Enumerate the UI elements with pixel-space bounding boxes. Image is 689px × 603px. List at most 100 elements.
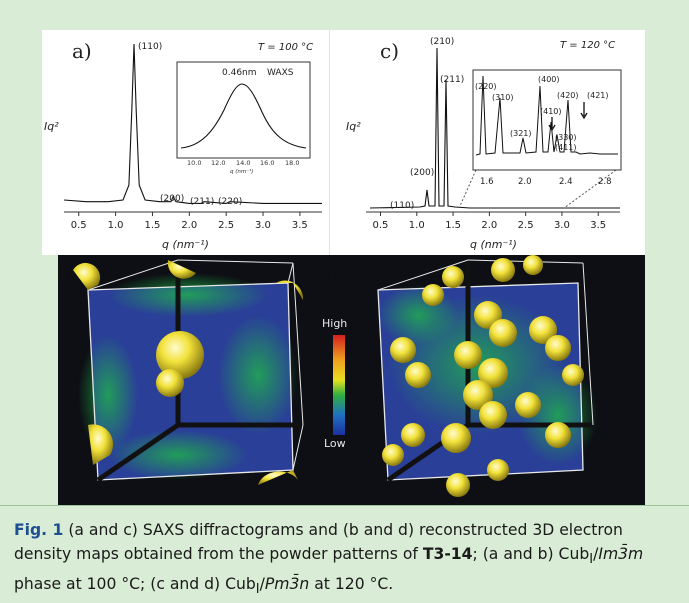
peak-label-110-c: (110) [390,201,414,211]
inset-waxs-peak-label: 0.46nm [222,68,257,78]
inset-c-tick: 2.8 [598,177,612,187]
sphere [491,258,515,282]
x-tick-label: 1.5 [144,220,160,231]
panel-a-label: a) [72,39,92,63]
caption-space-group: Pm3̄n [264,575,310,594]
x-tick-label: 3.5 [292,220,308,231]
sphere [167,260,196,279]
sphere [489,319,517,347]
sphere [454,341,482,369]
sphere [463,380,493,410]
caption-sub: I [589,552,594,568]
saxs-plot-c: c) T = 120 °C Iq² 0.5 1.0 1.5 2.0 2.5 3.0 3.5 … [330,30,645,255]
sphere [276,280,304,300]
sphere [529,316,557,344]
panel-c-ticks: 0.5 1.0 1.5 2.0 2.5 3.0 3.5 [373,212,606,231]
inset-c-tick: 1.6 [480,177,494,187]
sphere [405,362,431,388]
density-map-d [354,255,645,505]
caption-space-group: Im3̄m [598,545,644,563]
caption-text: at 120 °C. [309,575,394,594]
peak-label-210-c: (210) [430,37,454,47]
inset-waxs-title: WAXS [267,68,294,78]
caption-text: / [259,575,265,594]
panel-a-ylabel: Iq² [44,120,59,133]
sphere [479,401,507,429]
peak-label-200-c: (200) [410,168,434,178]
caption-fig-label: Fig. 1 [14,521,64,539]
inset-peak-310: (310) [492,93,514,102]
sphere [88,424,114,465]
inset-peak-220: (220) [475,82,497,91]
panel-c-temp: T = 120 °C [560,40,615,51]
peak-label-110-a: (110) [138,42,162,52]
density-map-b [58,255,326,505]
sphere [442,266,464,288]
inset-a-tick: 18.0 [285,159,299,167]
panel-c-ylabel: Iq² [346,120,361,133]
x-tick-label: 3.0 [255,220,271,231]
arrow-icon [548,117,556,132]
inset-peak-411: (411) [555,143,577,152]
sphere [515,392,541,418]
x-tick-label: 3.0 [554,220,570,231]
caption-compound: T3-14 [422,545,473,563]
sphere [446,473,470,497]
colorbar [333,335,345,435]
inset-peak-321: (321) [510,129,532,138]
x-tick-label: 1.0 [409,220,425,231]
x-tick-label: 0.5 [373,220,389,231]
peak-label-211-a: (211) [190,197,214,207]
panel-a-curve [63,43,322,204]
inset-waxs: WAXS 0.46nm 10.0 12.0 14.0 16.0 18.0 q (… [176,61,311,175]
sphere [401,423,425,447]
sphere [156,369,184,397]
sphere [382,444,404,466]
caption-text: (a and c) SAXS diffractograms and (b and… [14,521,623,563]
arrow-icon [580,102,588,120]
panel-a-xlabel: q (nm⁻¹) [162,238,209,251]
peak-label-211-c: (211) [440,75,464,85]
figure-caption: Fig. 1 (a and c) SAXS diffractograms and… [14,518,678,602]
sphere [73,262,101,290]
sphere [523,255,543,275]
caption-text: ; (a and b) Cub [472,545,590,563]
inset-waxs-curve [180,83,307,149]
inset-peak-330: (330) [555,133,577,142]
sphere [390,337,416,363]
sphere [156,331,204,379]
sphere [258,470,298,485]
x-tick-label: 2.0 [181,220,197,231]
x-tick-label: 2.0 [481,220,497,231]
panel-c-curve [369,47,620,209]
panel-c-xlabel: q (nm⁻¹) [470,238,517,251]
inset-saxs-c: (220) (310) (321) (400) (410) (420) (421… [472,69,622,187]
sphere [545,335,571,361]
saxs-plot-a: a) T = 100 °C Iq² 0.5 1.0 1.5 2.0 2.5 3.0 3.5 … [42,30,329,255]
panel-a-ticks: 0.5 1.0 1.5 2.0 2.5 3.0 3.5 [71,212,308,231]
x-tick-label: 2.5 [218,220,234,231]
inset-c-tick: 2.4 [559,177,573,187]
caption-text: / [593,545,599,563]
panel-a-temp: T = 100 °C [258,42,313,53]
saxs-plot-a-svg: a) T = 100 °C Iq² 0.5 1.0 1.5 2.0 2.5 3.0 3.5 … [44,39,322,251]
inset-peak-410: (410) [540,107,562,116]
colorbar-low-label: Low [324,437,346,450]
density-maps-svg: b) High Low [56,255,645,505]
sphere [441,423,471,453]
zoom-line-right [563,169,617,209]
sphere [478,358,508,388]
caption-sub: I [255,582,260,598]
zoom-line-left [459,169,477,207]
x-tick-label: 2.5 [518,220,534,231]
inset-c-curve [475,75,618,156]
sphere [562,364,584,386]
inset-a-tick: 14.0 [236,159,250,167]
panel-d-label: d) [330,263,349,284]
panel-b-label: b) [58,263,75,284]
inset-peak-421: (421) [587,91,609,100]
inset-a-xlabel: q (nm⁻¹) [230,168,253,175]
colorbar-high-label: High [322,317,347,330]
panel-c-label: c) [380,39,399,63]
x-tick-label: 3.5 [590,220,606,231]
